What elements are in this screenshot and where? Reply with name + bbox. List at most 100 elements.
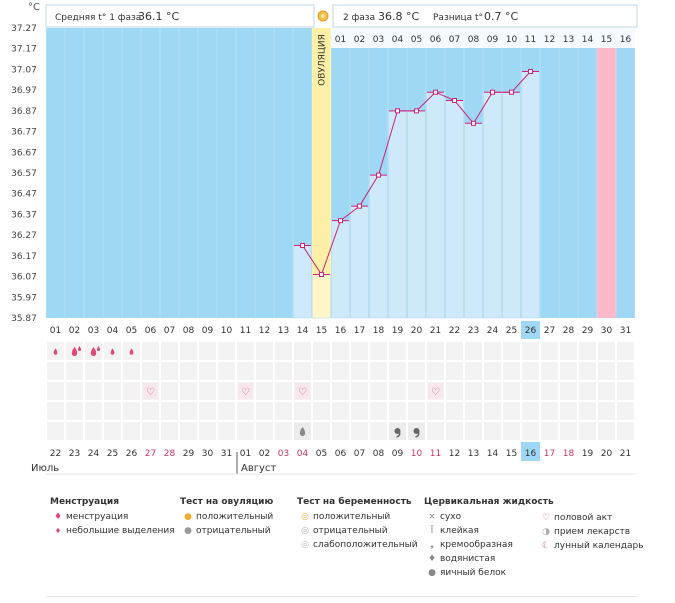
- temperature-bar: [445, 100, 464, 319]
- legend-other-item: половой акт: [554, 513, 613, 523]
- pregnancy-positive-icon: ◎: [301, 512, 309, 522]
- grid-cell: [217, 381, 236, 401]
- day-number: 07: [164, 326, 175, 336]
- grid-cell: [331, 421, 350, 441]
- grid-cell: [445, 401, 464, 421]
- grid-cell: [445, 381, 464, 401]
- grid-cell: [540, 401, 559, 421]
- grid-cell: [65, 401, 84, 421]
- phase1-label: Средняя t° 1 фаза: [55, 13, 141, 23]
- y-tick-label: 36.67: [11, 148, 37, 158]
- legend-ovulation-item: отрицательный: [196, 526, 271, 536]
- small-drop-icon: ♦: [54, 527, 62, 535]
- temperature-chart: °C Средняя t° 1 фаза 36.1 °C 2 фаза 36.8…: [11, 2, 638, 475]
- grid-cell: [274, 401, 293, 421]
- day-number: 09: [202, 326, 214, 336]
- day-number: 23: [468, 326, 479, 336]
- grid-cell: [464, 361, 483, 381]
- grid-cell: [483, 361, 502, 381]
- day-number: 20: [411, 326, 423, 336]
- grid-cell: [293, 361, 312, 381]
- calendar-date: 26: [126, 449, 138, 459]
- calendar-date: 13: [468, 449, 479, 459]
- grid-cell: [236, 361, 255, 381]
- grid-cell: [160, 361, 179, 381]
- y-tick-label: 36.57: [11, 169, 37, 179]
- grid-cell: [274, 381, 293, 401]
- creamy-icon-tail: [396, 431, 401, 438]
- grid-cell: [65, 381, 84, 401]
- positive-test-icon: ●: [184, 512, 192, 522]
- grid-cell: [350, 361, 369, 381]
- legend-other: ♡ половой акт ◑ прием лекарств ☾ лунный кал…: [538, 511, 644, 553]
- grid-cell: [255, 421, 274, 441]
- legend-fluid-item: кремообразная: [440, 540, 513, 550]
- menstruation-drop-icon: [97, 346, 100, 351]
- grid-cell: [331, 401, 350, 421]
- grid-cell: [502, 361, 521, 381]
- grid-cell: [312, 361, 331, 381]
- calendar-date: 05: [316, 449, 327, 459]
- menstruation-drop-icon: [90, 347, 97, 356]
- day-number: 01: [50, 326, 61, 336]
- calendar-date: 28: [164, 449, 176, 459]
- y-tick-label: 36.77: [11, 128, 37, 138]
- grid-cell: [46, 381, 65, 401]
- grid-cell: [122, 421, 141, 441]
- calendar-date: 11: [430, 449, 441, 459]
- phase2-value: 36.8 °C: [378, 10, 419, 23]
- day-number: 16: [335, 326, 347, 336]
- temperature-bar: [293, 245, 312, 319]
- calendar-date: 19: [582, 449, 594, 459]
- legend-fluid-item: яичный белок: [440, 568, 507, 578]
- creamy-icon-tail: [415, 431, 420, 438]
- grid-cell: [464, 381, 483, 401]
- heart-cell: [295, 383, 310, 399]
- legend-pregnancy-title: Тест на беременность: [297, 497, 412, 507]
- day-number: 13: [278, 326, 289, 336]
- phase1-value: 36.1 °C: [138, 10, 179, 23]
- menstruation-drop-icon: [110, 348, 115, 355]
- grid-cell: [179, 341, 198, 361]
- grid-cell: [464, 401, 483, 421]
- grid-cell: [597, 401, 616, 421]
- grid-cell: [388, 341, 407, 361]
- legend-ovulation-title: Тест на овуляцию: [180, 497, 274, 507]
- grid-cell: [616, 361, 635, 381]
- grid-cell: [179, 401, 198, 421]
- temperature-point: [490, 89, 495, 95]
- temperature-point: [395, 108, 400, 114]
- temperature-bar: [407, 110, 426, 319]
- grid-cell: [597, 421, 616, 441]
- menstruation-drop-icon: [129, 348, 134, 355]
- grid-cell: [160, 421, 179, 441]
- phase2-label: 2 фаза: [343, 13, 375, 23]
- legend-pregnancy-test: Тест на беременность ◎ положительный ◎ отр…: [297, 497, 418, 552]
- grid-cell: [122, 381, 141, 401]
- heart-icon: ♡: [541, 513, 551, 523]
- creamy-icon: ❟: [430, 540, 434, 550]
- legend-menstruation-title: Менструация: [50, 497, 119, 507]
- grid-cell: [293, 401, 312, 421]
- cycle-day-number: 01: [335, 35, 346, 45]
- grid-cell: [217, 401, 236, 421]
- heart-cell: [143, 383, 158, 399]
- grid-cell: [559, 401, 578, 421]
- temperature-point: [452, 98, 457, 103]
- grid-cell: [350, 341, 369, 361]
- grid-cell: [483, 421, 502, 441]
- cycle-day-number: 10: [506, 35, 518, 45]
- legend-other-item: лунный календарь: [554, 541, 644, 551]
- calendar-date: 02: [259, 449, 270, 459]
- heart-icon: ♡: [146, 387, 155, 398]
- cycle-day-number: 04: [392, 35, 404, 45]
- grid-cell: [312, 421, 331, 441]
- grid-cell: [597, 381, 616, 401]
- temperature-bar: [369, 174, 388, 319]
- grid-cell: [407, 341, 426, 361]
- ovulation-column: [312, 28, 331, 318]
- menstruation-drop-icon: [71, 347, 78, 356]
- grid-cell: [388, 361, 407, 381]
- calendar-date: 23: [69, 449, 80, 459]
- calendar-date: 20: [601, 449, 613, 459]
